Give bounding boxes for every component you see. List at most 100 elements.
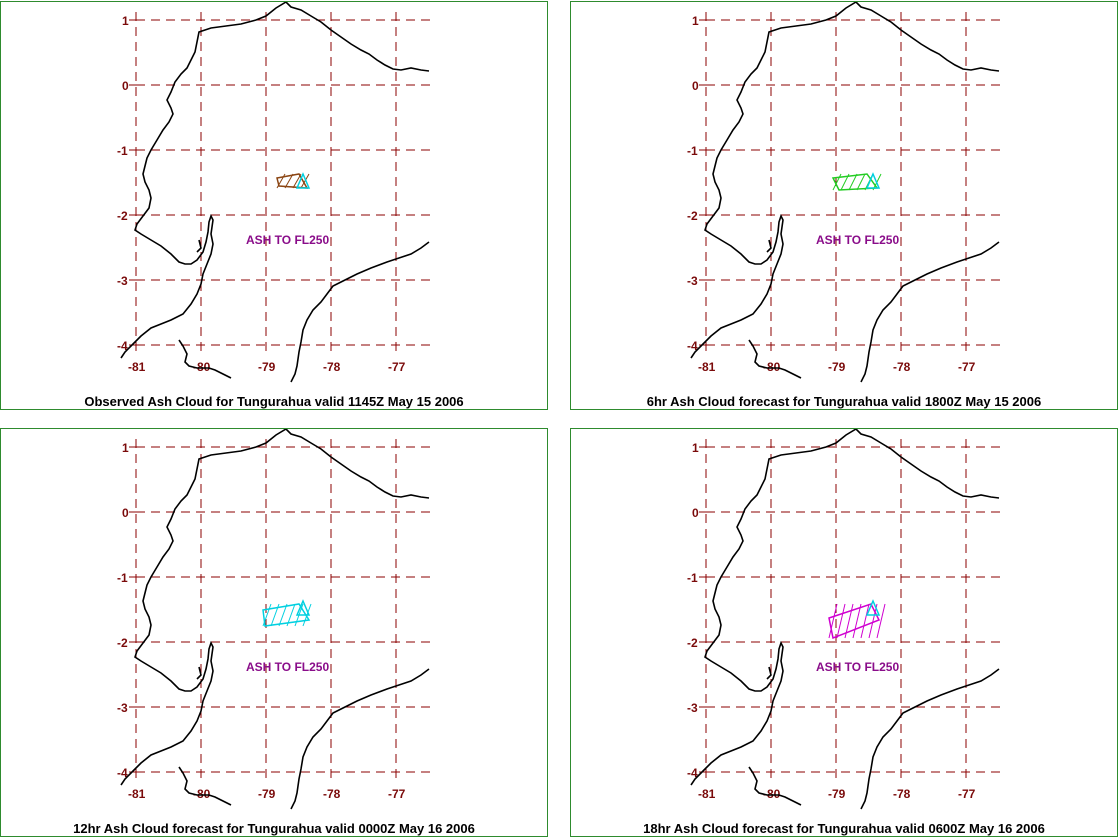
panel-18hr-forecast: -81 -80 -79 -78 -77 1 0 -1 -2 -3 -4 ASH TO FL250 18…	[570, 428, 1118, 837]
volcano-marker	[865, 172, 881, 189]
map-canvas: -81 -80 -79 -78 -77 1 0 -1 -2 -3 -4 ASH TO FL250	[117, 429, 431, 810]
lon-tick-label: -79	[258, 360, 276, 374]
ash-cloud-hatch	[284, 173, 294, 189]
ash-altitude-label: ASH TO FL250	[816, 660, 899, 674]
lon-tick-label: -77	[958, 787, 976, 801]
lat-tick-label: -1	[687, 144, 698, 158]
lon-tick-label: -77	[388, 787, 406, 801]
ash-cloud-hatch	[278, 603, 288, 627]
panel-6hr-forecast: -81 -80 -79 -78 -77 1 0 -1 -2 -3 -4 ASH TO FL250 6h…	[570, 1, 1118, 410]
ash-cloud-hatch	[292, 173, 302, 189]
border-line	[860, 668, 1000, 810]
lon-tick-label: -79	[258, 787, 276, 801]
lat-tick-label: -4	[687, 766, 698, 780]
ash-cloud-hatch	[828, 603, 838, 639]
panel-caption: 12hr Ash Cloud forecast for Tungurahua v…	[73, 821, 475, 836]
lon-tick-label: -80	[193, 787, 211, 801]
lat-tick-label: -2	[687, 636, 698, 650]
panel-observed: -81 -80 -79 -78 -77 1 0 -1 -2 -3 -4 ASH TO FL250 Ob…	[0, 1, 548, 410]
border-line	[860, 241, 1000, 383]
ash-cloud-hatch	[840, 173, 850, 191]
coastline	[120, 2, 287, 359]
panel-caption: 6hr Ash Cloud forecast for Tungurahua va…	[646, 394, 1042, 409]
lat-tick-label: -2	[117, 636, 128, 650]
lat-tick-label: 1	[692, 14, 699, 28]
ash-altitude-label: ASH TO FL250	[816, 233, 899, 247]
lat-tick-label: 0	[692, 506, 699, 520]
lon-tick-label: -81	[128, 360, 146, 374]
lat-tick-label: -1	[117, 571, 128, 585]
lat-tick-label: -2	[687, 209, 698, 223]
border-line	[748, 766, 802, 806]
ash-cloud-hatch	[848, 173, 858, 191]
coastline	[285, 429, 430, 499]
map-canvas: -81 -80 -79 -78 -77 1 0 -1 -2 -3 -4 ASH TO FL250	[117, 2, 431, 383]
volcano-marker	[295, 172, 311, 189]
lat-tick-label: -3	[687, 274, 698, 288]
ash-cloud-hatch	[270, 603, 280, 627]
ash-cloud-hatch	[300, 173, 310, 189]
panel-caption: 18hr Ash Cloud forecast for Tungurahua v…	[643, 821, 1045, 836]
lat-tick-label: -3	[117, 701, 128, 715]
ash-altitude-label: ASH TO FL250	[246, 660, 329, 674]
ash-cloud-outline	[828, 603, 881, 640]
volcano-marker	[295, 599, 311, 616]
lat-tick-label: 0	[122, 506, 129, 520]
lon-tick-label: -80	[193, 360, 211, 374]
lon-tick-label: -81	[698, 787, 716, 801]
lat-tick-label: 0	[122, 79, 129, 93]
lon-tick-label: -78	[893, 360, 911, 374]
panel-caption: Observed Ash Cloud for Tungurahua valid …	[84, 394, 464, 409]
border-line	[178, 339, 232, 379]
coastline	[120, 429, 287, 786]
border-line	[766, 666, 772, 680]
border-line	[290, 241, 430, 383]
lat-tick-label: -4	[687, 339, 698, 353]
ash-cloud-hatch	[844, 603, 854, 639]
ash-cloud-hatch	[868, 603, 878, 639]
border-line	[748, 339, 802, 379]
lat-tick-label: 1	[692, 441, 699, 455]
lon-tick-label: -78	[323, 787, 341, 801]
map-canvas: -81 -80 -79 -78 -77 1 0 -1 -2 -3 -4 ASH TO FL250	[687, 429, 1001, 810]
coastline	[855, 2, 1000, 72]
border-line	[178, 766, 232, 806]
lon-tick-label: -77	[958, 360, 976, 374]
lat-tick-label: -4	[117, 339, 128, 353]
lat-tick-label: -4	[117, 766, 128, 780]
border-line	[196, 666, 202, 680]
coastline	[690, 429, 857, 786]
lat-tick-label: -3	[117, 274, 128, 288]
lat-tick-label: -3	[687, 701, 698, 715]
lon-tick-label: -78	[323, 360, 341, 374]
lon-tick-label: -79	[828, 787, 846, 801]
lon-tick-label: -80	[763, 360, 781, 374]
ash-cloud-hatch	[852, 603, 862, 639]
lon-tick-label: -77	[388, 360, 406, 374]
lon-tick-label: -79	[828, 360, 846, 374]
ash-cloud-hatch	[856, 173, 866, 191]
coastline	[855, 429, 1000, 499]
lat-tick-label: -1	[687, 571, 698, 585]
lon-tick-label: -81	[698, 360, 716, 374]
lat-tick-label: 1	[122, 14, 129, 28]
lat-tick-label: -2	[117, 209, 128, 223]
ash-cloud-hatch	[832, 173, 842, 191]
lat-tick-label: 1	[122, 441, 129, 455]
ash-cloud-hatch	[860, 603, 870, 639]
coastline	[690, 2, 857, 359]
lat-tick-label: 0	[692, 79, 699, 93]
lon-tick-label: -78	[893, 787, 911, 801]
map-canvas: -81 -80 -79 -78 -77 1 0 -1 -2 -3 -4 ASH TO FL250	[687, 2, 1001, 383]
ash-cloud-hatch	[276, 173, 286, 189]
ash-cloud-hatch	[876, 603, 886, 639]
ash-cloud-hatch	[836, 603, 846, 639]
lon-tick-label: -81	[128, 787, 146, 801]
coastline	[285, 2, 430, 72]
ash-cloud-outline	[262, 603, 311, 627]
border-line	[290, 668, 430, 810]
lat-tick-label: -1	[117, 144, 128, 158]
ash-cloud-hatch	[286, 603, 296, 627]
volcano-marker	[865, 599, 881, 616]
border-line	[766, 239, 772, 253]
